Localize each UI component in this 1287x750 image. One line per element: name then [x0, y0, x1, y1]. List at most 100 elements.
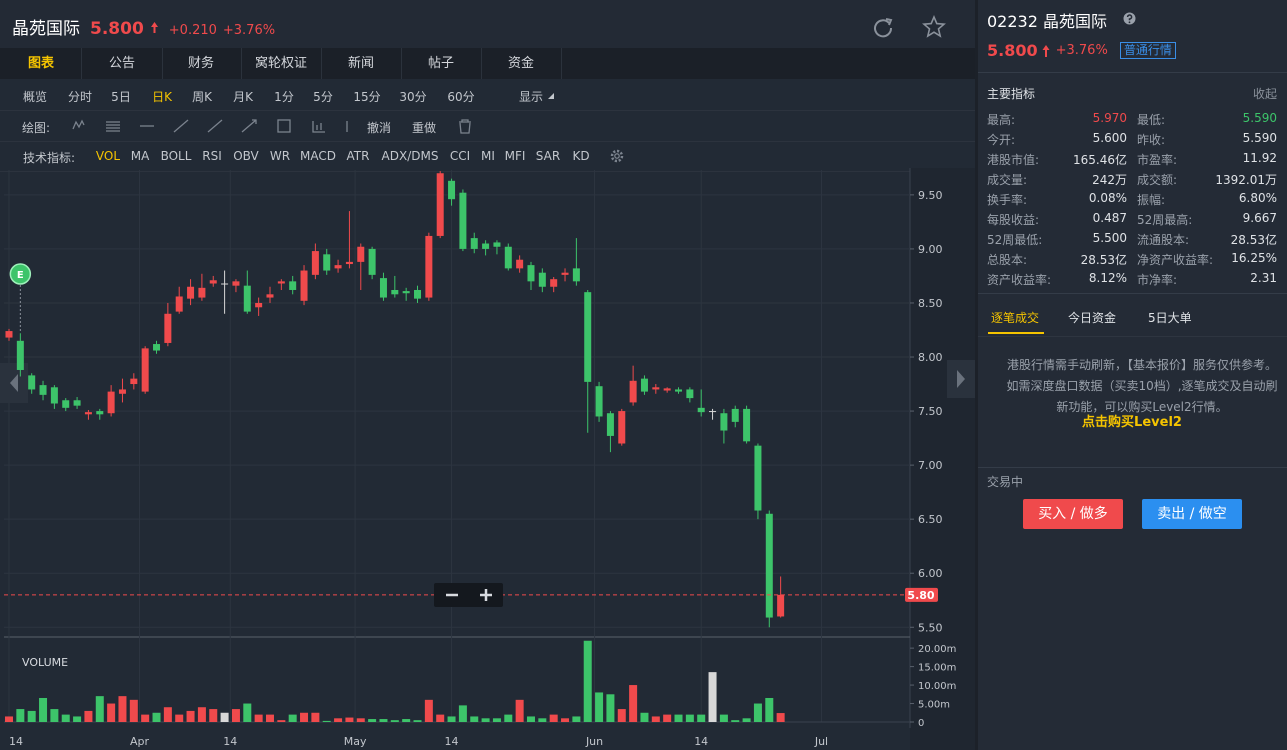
settings-icon[interactable]	[609, 148, 625, 164]
indicator[interactable]: ADX/DMS	[381, 149, 439, 163]
chart-panel: 晶苑国际 5.800 +0.210 +3.76% 图表 公告 财务 窝轮权证 新…	[0, 0, 975, 750]
tab[interactable]: 帖子	[401, 48, 482, 79]
trade-tab[interactable]: 今日资金	[1068, 311, 1117, 325]
y-tick-label: 15.00m	[918, 663, 956, 674]
indicator[interactable]: MACD	[300, 149, 336, 163]
tool-icon[interactable]	[241, 119, 257, 133]
indicator[interactable]: WR	[269, 149, 291, 163]
volume-bar	[583, 640, 592, 722]
y-tick-label: 8.50	[918, 297, 943, 310]
event-marker	[9, 263, 32, 285]
indicator[interactable]: ATR	[346, 149, 370, 163]
indicator[interactable]: MA	[130, 149, 150, 163]
tab-bar: 图表 公告 财务 窝轮权证 新闻 帖子 资金	[0, 48, 975, 79]
volume-bar	[742, 718, 751, 722]
divider	[978, 72, 1287, 73]
period[interactable]: 5分	[313, 90, 333, 104]
volume-bar	[231, 709, 240, 722]
candle-body	[141, 348, 149, 392]
volume-bar	[118, 696, 127, 722]
trade-tab[interactable]: 5日大单	[1148, 311, 1192, 325]
candle-body	[368, 248, 376, 275]
stat-label: 流通股本:	[1137, 233, 1190, 247]
quote-panel: 02232 晶苑国际 5.800 +3.76% 普通行情 主要指标 收起 最高:…	[978, 0, 1287, 750]
candle-body	[697, 407, 705, 413]
candle-body	[243, 285, 251, 312]
change-pct: +3.76%	[222, 23, 276, 38]
indicator[interactable]: BOLL	[160, 149, 192, 163]
stock-name: 晶苑国际	[12, 19, 80, 39]
period[interactable]: 60分	[447, 90, 475, 104]
volume-bar	[515, 699, 524, 722]
upgrade-link[interactable]: 点击购买Level2	[1082, 415, 1182, 430]
sell-button[interactable]: 卖出 / 做空	[1142, 499, 1242, 529]
candle-body	[493, 242, 501, 247]
buy-button[interactable]: 买入 / 做多	[1023, 499, 1123, 529]
y-tick-label: 20.00m	[918, 644, 956, 655]
indicator[interactable]: CCI	[449, 149, 471, 163]
x-tick-label: 14	[445, 735, 459, 748]
tool-icon[interactable]	[312, 121, 325, 133]
volume-bar	[95, 696, 104, 722]
period[interactable]: 1分	[274, 90, 294, 104]
candle-body	[675, 389, 683, 392]
indicator[interactable]: KD	[572, 149, 590, 163]
period[interactable]: 分时	[67, 90, 93, 104]
nav-right-arrow	[957, 370, 965, 388]
indicator[interactable]: OBV	[233, 149, 259, 163]
tool-icon[interactable]	[72, 119, 85, 130]
period[interactable]: 日K	[152, 90, 172, 104]
tab[interactable]: 财务	[161, 48, 242, 79]
period[interactable]: 概览	[22, 90, 48, 104]
candle-body	[595, 386, 603, 417]
tab[interactable]: 窝轮权证	[241, 48, 322, 79]
candle-body	[448, 180, 456, 200]
period[interactable]: 周K	[192, 90, 212, 104]
header: 晶苑国际 5.800 +0.210 +3.76%	[0, 0, 975, 48]
tab[interactable]: 资金	[481, 48, 562, 79]
redo[interactable]: 重做	[411, 121, 437, 135]
indicator[interactable]: SAR	[535, 149, 561, 163]
indicator[interactable]: VOL	[95, 149, 121, 163]
undo[interactable]: 撤消	[366, 121, 392, 135]
stat-value: 9.667	[1242, 211, 1277, 225]
tool-icon[interactable]	[207, 119, 223, 133]
candle-body	[572, 268, 580, 282]
tool-icon[interactable]	[277, 119, 291, 133]
y-tick-label: 9.00	[918, 243, 943, 256]
volume-bar	[175, 714, 184, 722]
period[interactable]: 月K	[233, 90, 253, 104]
refresh-icon[interactable]	[872, 16, 894, 38]
trash-icon[interactable]	[459, 119, 471, 134]
tool-icon[interactable]	[106, 121, 120, 132]
help-icon[interactable]	[1123, 12, 1136, 25]
tool-icon[interactable]	[173, 119, 189, 133]
display-menu[interactable]: 显示	[518, 90, 544, 104]
volume-bar	[163, 707, 172, 722]
stat-value: 0.487	[1092, 211, 1127, 225]
tab[interactable]: 新闻	[321, 48, 402, 79]
indicator[interactable]: MI	[481, 149, 495, 163]
volume-bar	[402, 719, 411, 722]
stat-label: 换手率:	[987, 193, 1028, 207]
volume-bar	[606, 694, 615, 722]
star-icon[interactable]	[922, 15, 946, 39]
period[interactable]: 5日	[111, 90, 131, 104]
quote-badge[interactable]: 普通行情	[1119, 42, 1176, 59]
trade-tab[interactable]: 逐笔成交	[991, 311, 1040, 325]
change: +0.210	[168, 23, 217, 38]
period[interactable]: 15分	[353, 90, 381, 104]
indicator[interactable]: RSI	[202, 149, 222, 163]
candle-body	[527, 265, 535, 282]
period[interactable]: 30分	[399, 90, 427, 104]
tab[interactable]: 公告	[82, 48, 163, 79]
stats-toggle[interactable]: 收起	[1252, 87, 1277, 101]
tab[interactable]: 图表	[1, 48, 82, 79]
candle-body	[379, 278, 387, 298]
candle-body	[777, 594, 785, 617]
indicator[interactable]: MFI	[504, 149, 526, 163]
stat-label: 净资产收益率:	[1137, 253, 1214, 267]
zoom-in[interactable]	[480, 589, 492, 601]
x-tick-label: Apr	[130, 735, 150, 748]
stat-label: 昨收:	[1137, 133, 1166, 147]
